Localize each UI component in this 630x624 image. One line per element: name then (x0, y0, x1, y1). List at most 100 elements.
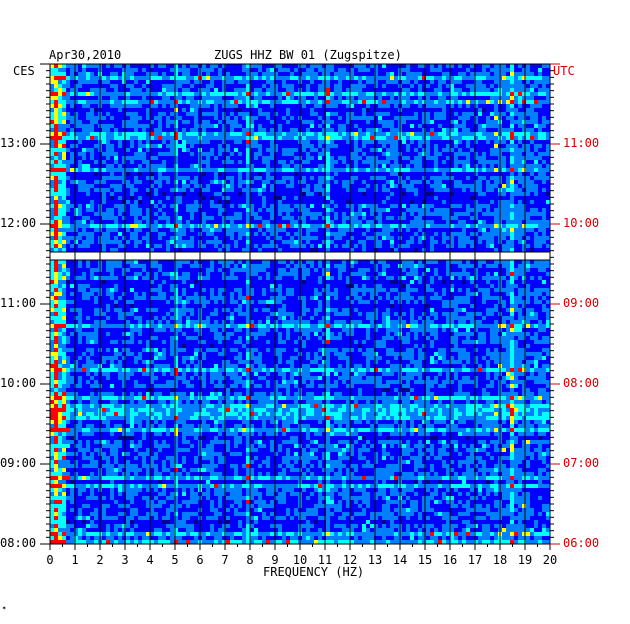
heatmap-cell (310, 76, 314, 80)
heatmap-cell (66, 276, 70, 280)
heatmap-cell (154, 284, 158, 288)
heatmap-cell (206, 92, 210, 96)
heatmap-cell (266, 156, 270, 160)
heatmap-cell (374, 276, 378, 280)
heatmap-cell (350, 132, 354, 136)
heatmap-cell (146, 212, 150, 216)
heatmap-cell (158, 208, 162, 212)
heatmap-cell (378, 260, 382, 264)
heatmap-cell (538, 84, 542, 88)
heatmap-cell (506, 148, 510, 152)
heatmap-cell (142, 200, 146, 204)
heatmap-cell (482, 76, 486, 80)
heatmap-cell (238, 224, 242, 228)
heatmap-cell (162, 204, 166, 208)
heatmap-cell (546, 300, 550, 304)
heatmap-cell (250, 204, 254, 208)
heatmap-cell (538, 80, 542, 84)
heatmap-cell (346, 88, 350, 92)
heatmap-cell (414, 92, 418, 96)
heatmap-cell (326, 300, 330, 304)
heatmap-cell (86, 296, 90, 300)
heatmap-cell (310, 80, 314, 84)
heatmap-cell (138, 172, 142, 176)
heatmap-cell (134, 212, 138, 216)
heatmap-cell (482, 128, 486, 132)
heatmap-cell (246, 100, 250, 104)
heatmap-cell (82, 244, 86, 248)
heatmap-cell (338, 124, 342, 128)
heatmap-cell (430, 64, 434, 68)
heatmap-cell (62, 132, 66, 136)
heatmap-cell (474, 292, 478, 296)
heatmap-cell (442, 136, 446, 140)
heatmap-cell (134, 216, 138, 220)
heatmap-cell (50, 260, 54, 264)
heatmap-cell (474, 284, 478, 288)
heatmap-cell (290, 164, 294, 168)
heatmap-cell (94, 304, 98, 308)
heatmap-cell (110, 116, 114, 120)
heatmap-cell (350, 92, 354, 96)
heatmap-cell (370, 128, 374, 132)
heatmap-cell (434, 84, 438, 88)
heatmap-cell (530, 208, 534, 212)
heatmap-cell (430, 184, 434, 188)
heatmap-cell (542, 216, 546, 220)
heatmap-cell (238, 308, 242, 312)
heatmap-cell (242, 300, 246, 304)
heatmap-cell (246, 76, 250, 80)
heatmap-cell (490, 136, 494, 140)
heatmap-cell (362, 116, 366, 120)
heatmap-cell (58, 84, 62, 88)
heatmap-cell (438, 292, 442, 296)
heatmap-cell (462, 224, 466, 228)
heatmap-cell (274, 144, 278, 148)
heatmap-cell (66, 100, 70, 104)
heatmap-cell (426, 212, 430, 216)
heatmap-cell (54, 148, 58, 152)
heatmap-cell (346, 300, 350, 304)
heatmap-cell (210, 84, 214, 88)
heatmap-cell (414, 168, 418, 172)
heatmap-cell (246, 164, 250, 168)
heatmap-cell (446, 272, 450, 276)
heatmap-cell (446, 108, 450, 112)
heatmap-cell (90, 180, 94, 184)
heatmap-cell (518, 112, 522, 116)
heatmap-cell (354, 92, 358, 96)
heatmap-cell (266, 176, 270, 180)
heatmap-cell (54, 156, 58, 160)
heatmap-cell (458, 104, 462, 108)
heatmap-cell (86, 236, 90, 240)
heatmap-cell (94, 168, 98, 172)
heatmap-cell (218, 168, 222, 172)
heatmap-cell (102, 304, 106, 308)
heatmap-cell (66, 160, 70, 164)
heatmap-cell (414, 172, 418, 176)
heatmap-cell (338, 96, 342, 100)
heatmap-cell (138, 304, 142, 308)
heatmap-cell (314, 216, 318, 220)
heatmap-cell (190, 168, 194, 172)
heatmap-cell (294, 272, 298, 276)
heatmap-cell (442, 100, 446, 104)
heatmap-cell (102, 188, 106, 192)
heatmap-cell (422, 204, 426, 208)
heatmap-cell (114, 228, 118, 232)
heatmap-cell (254, 108, 258, 112)
heatmap-cell (458, 284, 462, 288)
heatmap-cell (282, 72, 286, 76)
heatmap-cell (130, 224, 134, 228)
heatmap-cell (110, 272, 114, 276)
heatmap-cell (390, 280, 394, 284)
heatmap-cell (222, 168, 226, 172)
heatmap-cell (358, 136, 362, 140)
heatmap-cell (330, 244, 334, 248)
heatmap-cell (154, 132, 158, 136)
heatmap-cell (318, 192, 322, 196)
heatmap-cell (414, 236, 418, 240)
heatmap-cell (546, 152, 550, 156)
heatmap-cell (190, 128, 194, 132)
heatmap-cell (138, 268, 142, 272)
